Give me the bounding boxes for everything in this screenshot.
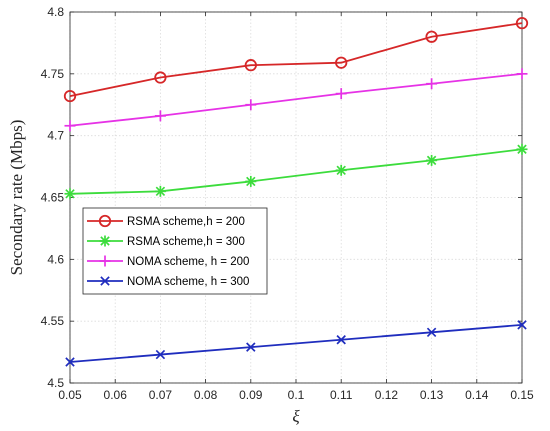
- legend-entry: NOMA scheme, h = 200: [87, 255, 249, 268]
- series-2: [64, 143, 528, 200]
- marker-circle: [63, 89, 77, 103]
- y-tick-label: 4.55: [41, 314, 65, 328]
- marker-circle: [335, 56, 348, 69]
- marker-stroke: [426, 327, 437, 338]
- y-axis-label: Secondary rate (Mbps): [7, 120, 26, 276]
- marker-asterisk: [245, 175, 257, 187]
- x-tick-label: 0.08: [194, 388, 218, 402]
- x-tick-label: 0.06: [104, 388, 128, 402]
- marker-plus: [335, 88, 347, 100]
- marker-stroke: [100, 236, 110, 246]
- marker-stroke: [517, 320, 527, 330]
- legend-label: RSMA scheme,h = 300: [127, 236, 245, 248]
- marker-stroke: [246, 176, 256, 187]
- series-4: [65, 320, 527, 367]
- legend-entry: RSMA scheme,h = 200: [87, 214, 245, 228]
- marker-stroke: [426, 155, 437, 166]
- legend-label: NOMA scheme, h = 200: [127, 256, 249, 268]
- marker-asterisk: [64, 188, 76, 200]
- marker-stroke: [155, 349, 166, 360]
- marker-circle: [425, 30, 438, 43]
- y-tick-label: 4.6: [47, 252, 64, 266]
- marker-circle: [244, 59, 257, 72]
- marker-plus: [64, 120, 76, 132]
- marker-asterisk: [516, 143, 528, 155]
- series-line: [69, 72, 523, 127]
- marker-asterisk: [154, 185, 166, 197]
- marker-circle: [98, 214, 112, 228]
- axes: 0.05 0.06 0.07 0.08 0.09 0.1 0.11 0.12 0.13 0.14 0…: [41, 5, 534, 402]
- marker-cross: [426, 327, 437, 338]
- y-tick-label: 4.65: [41, 191, 65, 205]
- marker-plus: [154, 110, 166, 122]
- marker-cross: [517, 320, 527, 330]
- marker-plus: [99, 255, 111, 267]
- x-tick-label: 0.13: [420, 388, 444, 402]
- marker-stroke: [155, 186, 166, 197]
- marker-circle: [515, 17, 529, 30]
- marker-stroke: [65, 189, 75, 199]
- legend-label: RSMA scheme,h = 200: [127, 216, 245, 228]
- marker-cross: [100, 276, 110, 286]
- legend-entry: NOMA scheme, h = 300: [87, 276, 249, 288]
- series-3: [64, 68, 528, 132]
- grid-lines: [69, 11, 523, 384]
- legend-box: [82, 207, 268, 295]
- x-tick-label: 0.05: [58, 388, 82, 402]
- marker-stroke: [336, 165, 346, 176]
- series-1: [63, 17, 529, 103]
- marker-cross: [336, 334, 346, 345]
- marker-cross: [155, 349, 166, 360]
- marker-stroke: [517, 144, 527, 154]
- legend: RSMA scheme,h = 200 RSMA scheme,h = 300 NO…: [82, 207, 268, 295]
- series-line: [69, 323, 523, 363]
- x-tick-label: 0.07: [149, 388, 173, 402]
- marker-stroke: [100, 276, 110, 286]
- x-tick-label: 0.1: [288, 388, 305, 402]
- x-axis-label: ξ: [292, 407, 300, 426]
- y-tick-label: 4.75: [41, 67, 65, 81]
- marker-asterisk: [99, 235, 111, 247]
- y-tick-label: 4.8: [47, 5, 64, 19]
- marker-cross: [246, 342, 256, 352]
- marker-circle: [154, 71, 167, 84]
- series-line: [69, 148, 523, 195]
- legend-label: NOMA scheme, h = 300: [127, 276, 249, 288]
- marker-asterisk: [335, 164, 347, 176]
- marker-stroke: [65, 357, 75, 367]
- x-tick-label: 0.12: [375, 388, 399, 402]
- x-tick-label: 0.14: [465, 388, 489, 402]
- marker-plus: [516, 68, 528, 80]
- y-tick-label: 4.5: [47, 376, 64, 390]
- x-tick-label: 0.11: [330, 388, 353, 402]
- x-tick-label: 0.15: [510, 388, 534, 402]
- marker-cross: [65, 357, 75, 367]
- legend-entry: RSMA scheme,h = 300: [87, 235, 245, 248]
- marker-plus: [426, 78, 438, 90]
- marker-stroke: [246, 342, 256, 352]
- series-group: [63, 17, 529, 367]
- marker-stroke: [336, 334, 346, 345]
- marker-asterisk: [426, 154, 438, 166]
- x-tick-label: 0.09: [239, 388, 263, 402]
- series-line: [69, 22, 523, 97]
- y-tick-label: 4.7: [47, 129, 64, 143]
- marker-plus: [245, 99, 257, 111]
